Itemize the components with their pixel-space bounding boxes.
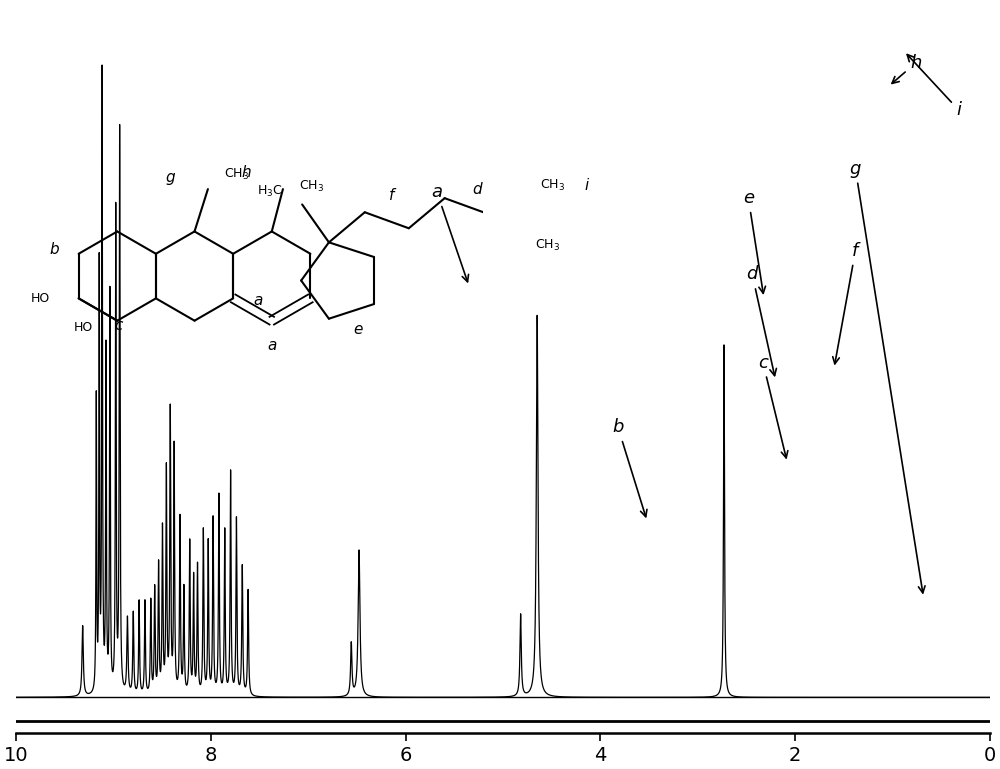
Text: a: a [267, 338, 276, 353]
Text: a: a [253, 293, 262, 308]
Text: g: g [165, 170, 175, 185]
Text: CH$_3$: CH$_3$ [299, 179, 324, 195]
Text: h: h [242, 165, 251, 180]
Text: f: f [833, 242, 859, 364]
Text: CH$_3$: CH$_3$ [224, 168, 249, 182]
Text: d: d [473, 182, 482, 197]
Text: CH$_3$: CH$_3$ [540, 178, 565, 193]
Text: HO: HO [73, 321, 93, 334]
Text: b: b [49, 241, 59, 257]
Text: c: c [114, 318, 122, 333]
Text: i: i [907, 55, 961, 119]
Text: h: h [892, 54, 921, 83]
Text: f: f [389, 188, 394, 203]
Text: e: e [743, 189, 765, 293]
Text: CH$_3$: CH$_3$ [535, 238, 560, 253]
Text: HO: HO [30, 292, 50, 305]
Text: c: c [758, 354, 788, 458]
Text: g: g [850, 160, 925, 593]
Text: e: e [353, 322, 363, 338]
Text: i: i [584, 178, 589, 193]
Text: b: b [612, 418, 647, 517]
Text: H$_3$C: H$_3$C [257, 184, 282, 199]
Text: d: d [747, 265, 776, 375]
Text: a: a [431, 183, 469, 281]
